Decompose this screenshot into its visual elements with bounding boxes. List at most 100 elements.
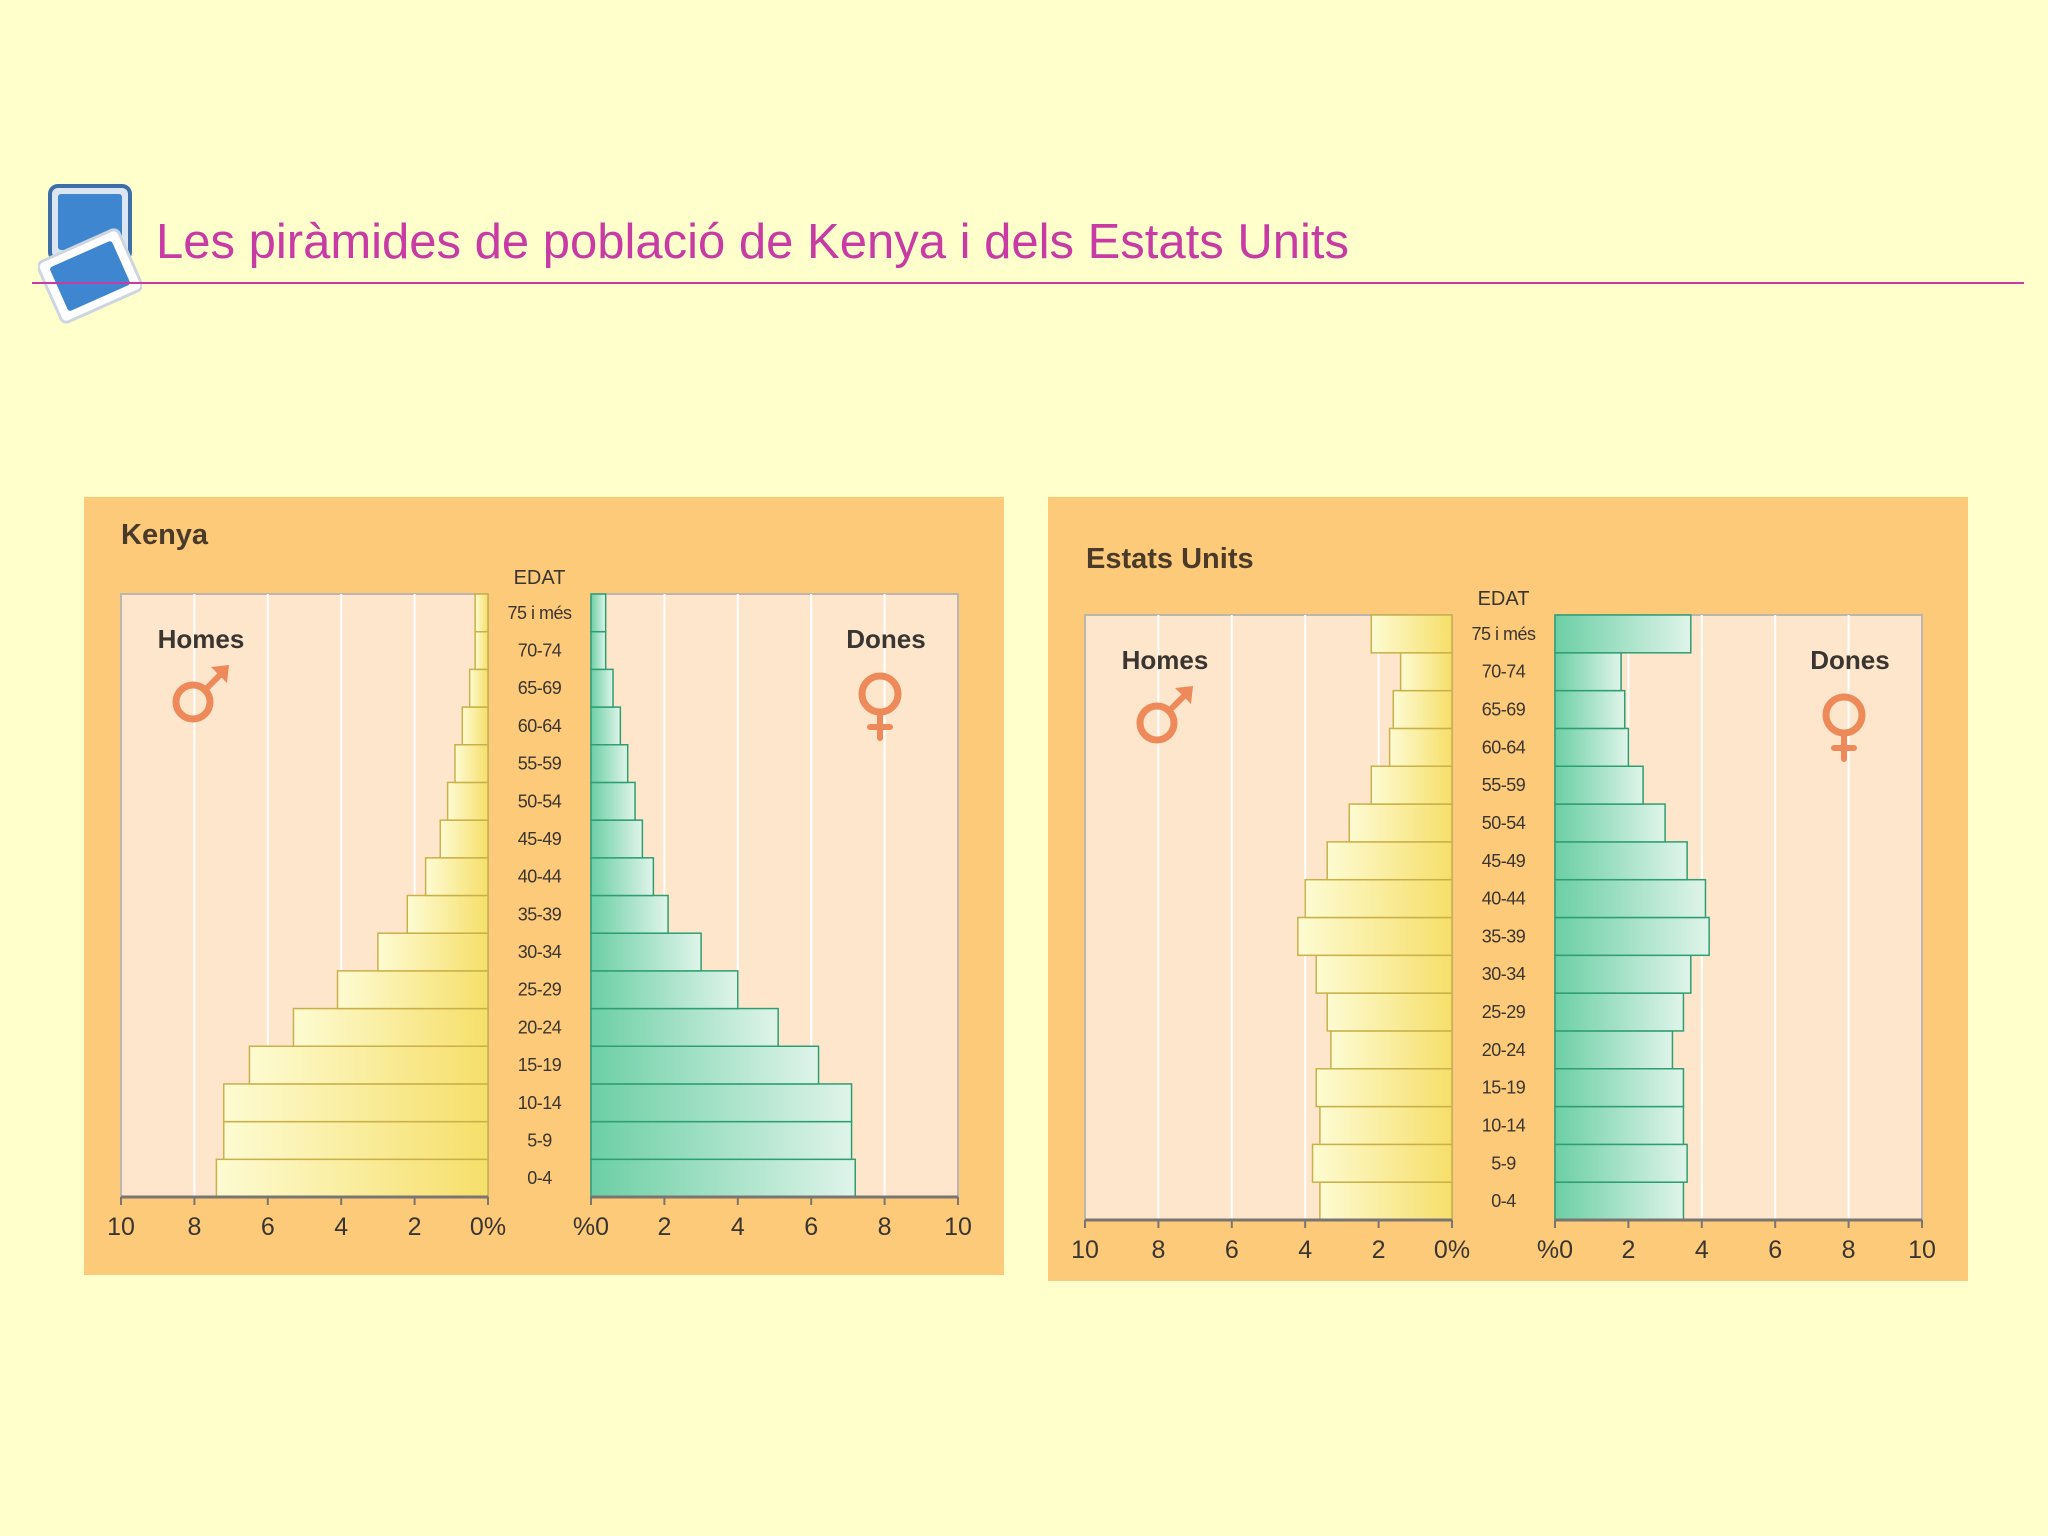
usa-bar-dones-75-i-m-s: [1554, 614, 1692, 654]
kenya-age-label-50-54: 50-54: [518, 791, 562, 811]
kenya-age-label-65-69: 65-69: [518, 678, 562, 698]
usa-bar-dones-50-54: [1554, 803, 1666, 843]
usa-bar-homes-65-69: [1392, 689, 1453, 730]
kenya-bar-dones-15-19: [590, 1045, 820, 1085]
chart-title-usa: Estats Units: [1086, 543, 1254, 575]
two-overlapping-screens-icon: [38, 184, 142, 324]
kenya-age-axis-title: EDAT: [514, 567, 566, 589]
kenya-bar-homes-65-69: [468, 668, 489, 708]
kenya-bar-homes-0-4: [215, 1158, 489, 1198]
usa-population-pyramid: 0-4 5-9 10-14 15-19 20-24 25-29 30-34 35-39 40-4…: [1071, 588, 1936, 1264]
usa-bar-homes-10-14: [1319, 1105, 1453, 1146]
usa-bar-homes-55-59: [1370, 765, 1453, 805]
kenya-female-tick-label: 2: [657, 1213, 671, 1241]
usa-bar-dones-0-4: [1554, 1181, 1685, 1221]
usa-male-tick-label: 0%: [1434, 1236, 1470, 1264]
kenya-bar-dones-40-44: [590, 857, 655, 897]
kenya-bar-dones-50-54: [590, 781, 636, 821]
kenya-male-tick-label: 6: [261, 1213, 275, 1241]
usa-bar-homes-40-44: [1304, 878, 1453, 919]
usa-age-label-25-29: 25-29: [1482, 1002, 1526, 1022]
kenya-female-tick-label: 8: [878, 1213, 892, 1241]
kenya-bar-homes-40-44: [424, 857, 489, 897]
kenya-male-tick-label: 10: [107, 1213, 135, 1241]
kenya-bar-dones-20-24: [590, 1007, 779, 1047]
usa-bar-homes-60-64: [1388, 727, 1453, 767]
usa-bar-dones-40-44: [1554, 878, 1707, 919]
kenya-age-label-55-59: 55-59: [518, 754, 562, 774]
kenya-bar-homes-60-64: [461, 706, 489, 746]
usa-bar-dones-30-34: [1554, 954, 1692, 994]
usa-plot: 0-4 5-9 10-14 15-19 20-24 25-29 30-34 35-39 40-4…: [1071, 588, 1936, 1264]
usa-age-label-75-i-m-s: 75 i més: [1471, 624, 1536, 644]
kenya-female-tick-label: 6: [804, 1213, 818, 1241]
kenya-male-symbol-icon: [172, 665, 229, 723]
usa-legend-homes: Homes: [1122, 645, 1209, 675]
usa-male-tick-label: 2: [1372, 1236, 1386, 1264]
kenya-age-label-60-64: 60-64: [518, 716, 562, 736]
kenya-age-label-5-9: 5-9: [527, 1130, 552, 1150]
kenya-bar-homes-15-19: [248, 1045, 489, 1085]
kenya-female-tick-label: %0: [573, 1213, 609, 1241]
kenya-age-label-25-29: 25-29: [518, 980, 562, 1000]
title-divider: [32, 282, 2024, 284]
kenya-pyramid-panel: Kenya 0-4 5-9 10-14 15-19 20-24 25-29 30-34 35-…: [84, 497, 1004, 1275]
usa-male-tick-label: 6: [1225, 1236, 1239, 1264]
kenya-bar-homes-30-34: [377, 932, 489, 972]
usa-age-label-65-69: 65-69: [1482, 700, 1526, 720]
usa-age-label-40-44: 40-44: [1482, 889, 1526, 909]
kenya-legend-homes: Homes: [158, 624, 245, 654]
usa-age-label-50-54: 50-54: [1482, 813, 1526, 833]
usa-female-tick-label: 10: [1908, 1236, 1936, 1264]
kenya-bar-dones-65-69: [590, 668, 614, 708]
kenya-age-label-20-24: 20-24: [518, 1017, 562, 1037]
usa-female-tick-label: 4: [1695, 1236, 1709, 1264]
usa-age-label-10-14: 10-14: [1482, 1115, 1526, 1135]
usa-bar-homes-25-29: [1326, 992, 1453, 1032]
kenya-bar-homes-50-54: [446, 781, 489, 821]
usa-bar-dones-35-39: [1554, 916, 1710, 957]
usa-bar-dones-5-9: [1554, 1143, 1688, 1183]
usa-bar-homes-5-9: [1311, 1143, 1453, 1183]
kenya-bar-homes-55-59: [454, 744, 489, 784]
usa-bar-dones-45-49: [1554, 841, 1688, 881]
kenya-female-tick-label: 10: [944, 1213, 972, 1241]
kenya-male-tick-label: 8: [187, 1213, 201, 1241]
kenya-bar-dones-35-39: [590, 894, 669, 934]
usa-female-tick-label: %0: [1537, 1236, 1573, 1264]
usa-male-symbol-icon: [1136, 686, 1193, 744]
kenya-bar-dones-55-59: [590, 744, 629, 784]
usa-male-tick-label: 10: [1071, 1236, 1099, 1264]
kenya-age-label-40-44: 40-44: [518, 867, 562, 887]
usa-age-label-30-34: 30-34: [1482, 964, 1526, 984]
kenya-bar-homes-70-74: [474, 630, 489, 671]
kenya-bar-homes-5-9: [223, 1120, 489, 1161]
kenya-population-pyramid: 0-4 5-9 10-14 15-19 20-24 25-29 30-34 35-39 40-4…: [107, 567, 972, 1241]
usa-bar-homes-35-39: [1297, 916, 1453, 957]
kenya-bar-homes-45-49: [439, 819, 489, 859]
usa-female-symbol-icon: [1822, 693, 1866, 762]
usa-bar-dones-20-24: [1554, 1030, 1674, 1070]
kenya-bar-homes-20-24: [292, 1007, 489, 1047]
usa-bar-dones-70-74: [1554, 652, 1622, 692]
usa-bar-homes-45-49: [1326, 841, 1453, 881]
usa-age-axis-title: EDAT: [1478, 588, 1530, 610]
usa-legend-dones: Dones: [1810, 645, 1889, 675]
kenya-male-tick-label: 4: [334, 1213, 348, 1241]
usa-bar-homes-30-34: [1315, 954, 1453, 994]
usa-male-tick-label: 4: [1298, 1236, 1312, 1264]
kenya-female-symbol-icon: [858, 672, 902, 741]
kenya-bar-homes-35-39: [406, 894, 489, 934]
kenya-male-tick-label: 2: [408, 1213, 422, 1241]
kenya-bar-dones-60-64: [590, 706, 622, 746]
kenya-age-label-10-14: 10-14: [518, 1093, 562, 1113]
usa-bar-homes-15-19: [1315, 1068, 1453, 1108]
kenya-bar-dones-75-i-m-s: [590, 593, 607, 633]
kenya-age-label-15-19: 15-19: [518, 1055, 562, 1075]
usa-bar-dones-25-29: [1554, 992, 1685, 1032]
kenya-bar-homes-25-29: [336, 970, 489, 1010]
usa-bar-dones-60-64: [1554, 727, 1630, 767]
usa-age-label-5-9: 5-9: [1491, 1153, 1516, 1173]
usa-bar-homes-20-24: [1330, 1030, 1453, 1070]
usa-age-label-35-39: 35-39: [1482, 926, 1526, 946]
